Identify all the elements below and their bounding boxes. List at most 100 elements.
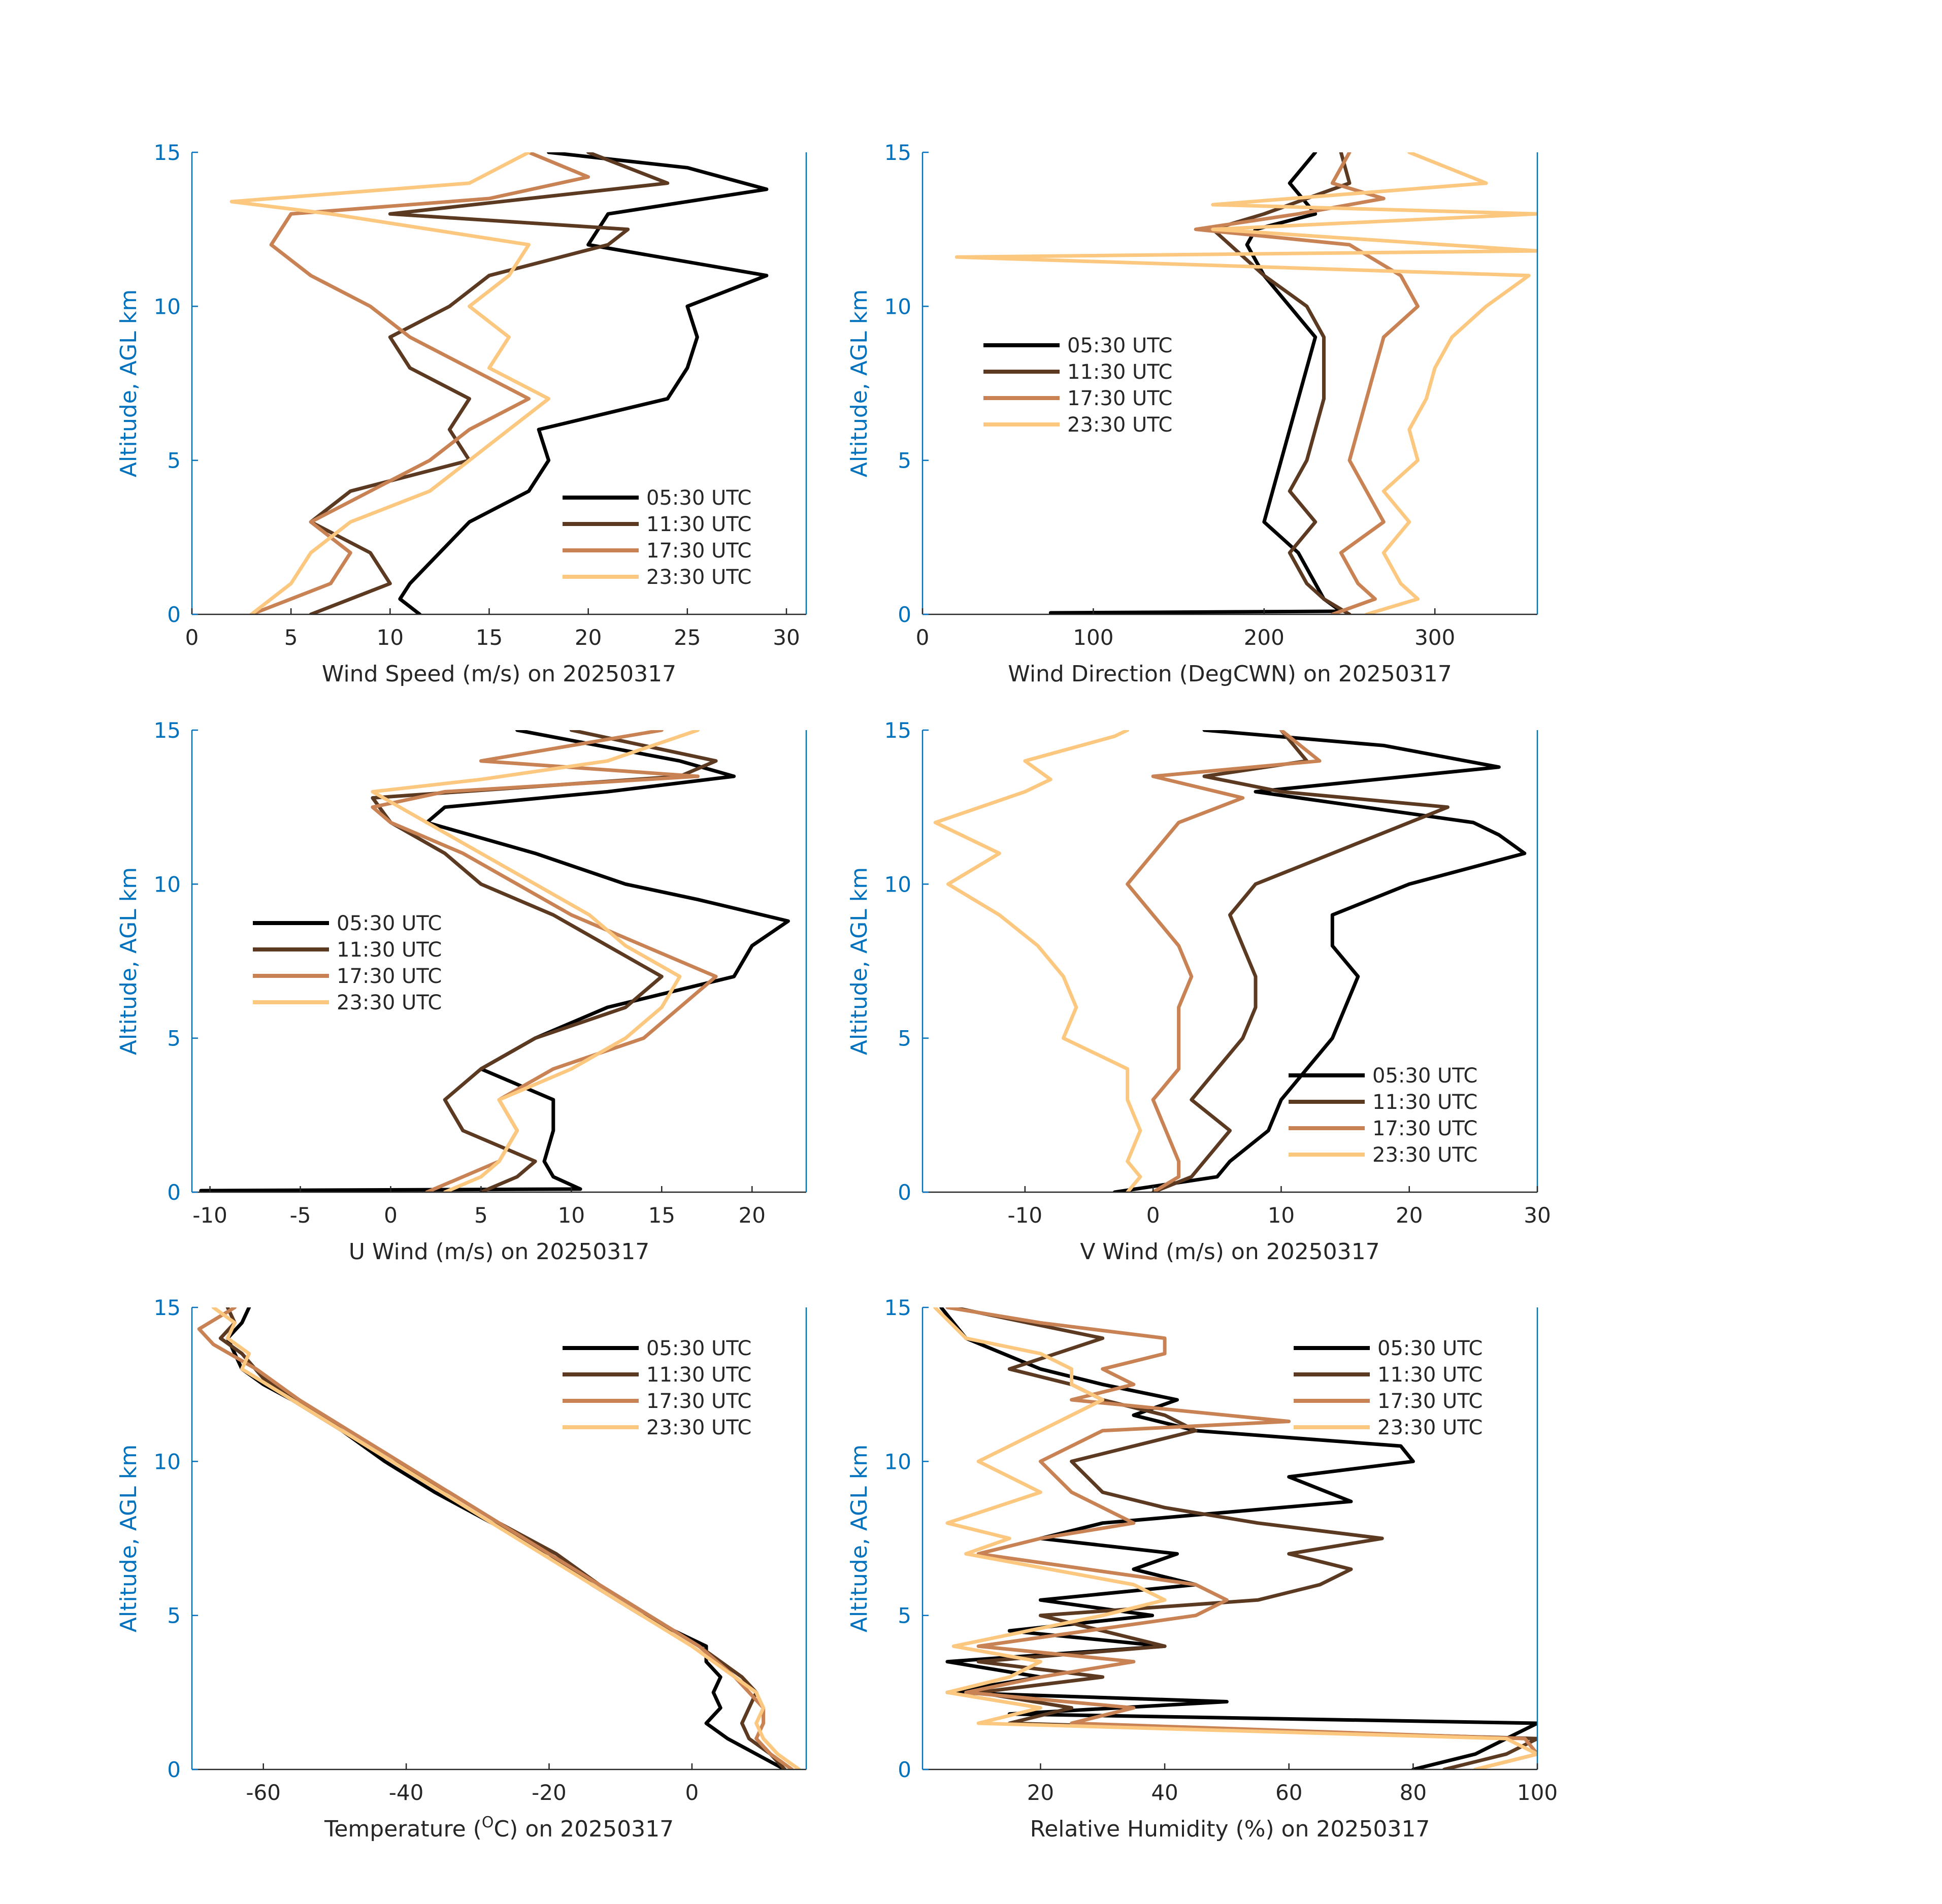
legend-label: 17:30 UTC xyxy=(1377,1390,1483,1413)
x-tick-label: 20 xyxy=(1396,1203,1423,1228)
x-tick-label: 0 xyxy=(384,1203,398,1228)
x-tick-label: 30 xyxy=(1524,1203,1551,1228)
x-tick-label: 15 xyxy=(648,1203,675,1228)
legend-label: 11:30 UTC xyxy=(1067,360,1172,384)
y-tick-label: 0 xyxy=(898,1757,911,1782)
y-axis-label: Altitude, AGL km xyxy=(846,867,872,1055)
series-group xyxy=(954,152,1537,614)
x-tick-label: 0 xyxy=(685,1780,699,1805)
y-tick-label: 15 xyxy=(884,1295,911,1320)
y-tick-label: 0 xyxy=(898,1180,911,1205)
legend-label: 23:30 UTC xyxy=(646,566,751,589)
legend-label: 11:30 UTC xyxy=(646,513,751,536)
series-line-1130 xyxy=(371,730,718,1192)
y-tick-label: 10 xyxy=(154,1449,181,1474)
x-tick-label: 5 xyxy=(284,625,298,650)
y-tick-label: 10 xyxy=(884,294,911,319)
legend: 05:30 UTC 11:30 UTC 17:30 UTC 23:30 UTC xyxy=(563,486,751,589)
x-tick-label: -20 xyxy=(532,1780,567,1805)
legend-label: 23:30 UTC xyxy=(1372,1143,1477,1167)
x-tick-label: 100 xyxy=(1517,1780,1558,1805)
legend-label: 23:30 UTC xyxy=(1377,1416,1483,1439)
series-line-1730 xyxy=(249,152,590,614)
panel-temperature: -60 -40 -20 0 0 5 10 15 Temperature (OC) on 2025… xyxy=(116,1295,807,1842)
series-line-2330 xyxy=(211,1307,801,1769)
y-tick-label: 5 xyxy=(167,1026,181,1051)
series-group xyxy=(933,730,1527,1192)
x-tick-label: 0 xyxy=(916,625,930,650)
series-line-2330 xyxy=(371,730,700,1192)
series-line-1130 xyxy=(1151,730,1450,1192)
legend-label: 23:30 UTC xyxy=(337,991,442,1014)
x-tick-label: 25 xyxy=(674,625,701,650)
legend: 05:30 UTC 11:30 UTC 17:30 UTC 23:30 UTC xyxy=(983,334,1172,437)
series-line-1730 xyxy=(1126,730,1322,1192)
x-tick-label: 10 xyxy=(377,625,404,650)
x-tick-label: 15 xyxy=(476,625,503,650)
panel-wind-direction: 0 100 200 300 0 5 10 15 Wind Direction (DegCWN) … xyxy=(846,140,1538,687)
series-line-0530 xyxy=(1048,152,1343,614)
x-tick-label: -5 xyxy=(290,1203,311,1228)
series-line-2330 xyxy=(954,152,1537,614)
y-tick-label: 5 xyxy=(898,1603,911,1628)
y-tick-label: 5 xyxy=(167,1603,181,1628)
y-tick-label: 5 xyxy=(898,448,911,473)
legend-label: 17:30 UTC xyxy=(1372,1117,1477,1140)
x-tick-label: 20 xyxy=(739,1203,766,1228)
x-tick-label: 100 xyxy=(1073,625,1113,650)
x-tick-label: 20 xyxy=(1027,1780,1054,1805)
legend-label: 17:30 UTC xyxy=(1067,387,1172,410)
legend-label: 11:30 UTC xyxy=(646,1363,751,1387)
y-tick-label: 10 xyxy=(154,294,181,319)
legend-label: 05:30 UTC xyxy=(1067,334,1172,357)
x-axis-label: V Wind (m/s) on 20250317 xyxy=(1080,1239,1379,1265)
x-tick-label: 30 xyxy=(773,625,800,650)
legend-label: 17:30 UTC xyxy=(337,965,442,988)
y-axis-label: Altitude, AGL km xyxy=(116,1445,142,1632)
y-tick-label: 0 xyxy=(167,1180,181,1205)
series-line-0530 xyxy=(1112,730,1527,1192)
y-tick-label: 15 xyxy=(884,140,911,165)
legend-label: 11:30 UTC xyxy=(337,938,442,962)
legend-label: 11:30 UTC xyxy=(1377,1363,1483,1387)
x-axis-label: U Wind (m/s) on 20250317 xyxy=(349,1239,649,1265)
series-group xyxy=(197,1307,801,1769)
series-line-0530 xyxy=(398,152,769,614)
x-axis-label: Wind Direction (DegCWN) on 20250317 xyxy=(1008,661,1452,687)
series-line-2330 xyxy=(229,152,551,614)
legend-label: 05:30 UTC xyxy=(1377,1337,1483,1360)
x-tick-label: 5 xyxy=(474,1203,488,1228)
x-tick-label: 20 xyxy=(575,625,602,650)
legend-label: 05:30 UTC xyxy=(646,486,751,510)
legend-label: 05:30 UTC xyxy=(337,912,442,935)
series-line-1730 xyxy=(1194,152,1420,614)
y-tick-label: 0 xyxy=(167,1757,181,1782)
x-axis-label: Relative Humidity (%) on 20250317 xyxy=(1030,1816,1430,1842)
series-group xyxy=(199,730,790,1192)
x-tick-label: 60 xyxy=(1275,1780,1302,1805)
x-tick-label: 10 xyxy=(1268,1203,1295,1228)
y-axis-label: Altitude, AGL km xyxy=(846,289,872,477)
x-tick-label: 300 xyxy=(1414,625,1455,650)
series-line-1130 xyxy=(218,1307,787,1769)
legend: 05:30 UTC 11:30 UTC 17:30 UTC 23:30 UTC xyxy=(1294,1337,1483,1439)
y-tick-label: 15 xyxy=(154,140,181,165)
x-tick-label: 80 xyxy=(1400,1780,1427,1805)
panel-wind-speed: 0 5 10 15 20 25 30 0 5 10 15 Wind Speed (m/s) on 20… xyxy=(116,140,807,687)
y-tick-label: 5 xyxy=(898,1026,911,1051)
legend-label: 05:30 UTC xyxy=(1372,1064,1477,1088)
y-axis-label: Altitude, AGL km xyxy=(846,1445,872,1632)
y-axis-label: Altitude, AGL km xyxy=(116,289,142,477)
x-axis-label: Temperature (OC) on 20250317 xyxy=(324,1814,674,1842)
x-tick-label: 40 xyxy=(1151,1780,1178,1805)
y-tick-label: 5 xyxy=(167,448,181,473)
y-tick-label: 0 xyxy=(898,602,911,627)
series-line-2330 xyxy=(933,730,1142,1192)
legend-label: 23:30 UTC xyxy=(646,1416,751,1439)
y-tick-label: 15 xyxy=(154,718,181,743)
legend-label: 17:30 UTC xyxy=(646,539,751,563)
y-tick-label: 0 xyxy=(167,602,181,627)
series-line-0530 xyxy=(199,730,790,1192)
panel-v-wind: -10 0 10 20 30 0 5 10 15 V Wind (m/s) on 20250317… xyxy=(846,718,1551,1265)
x-tick-label: -60 xyxy=(246,1780,281,1805)
